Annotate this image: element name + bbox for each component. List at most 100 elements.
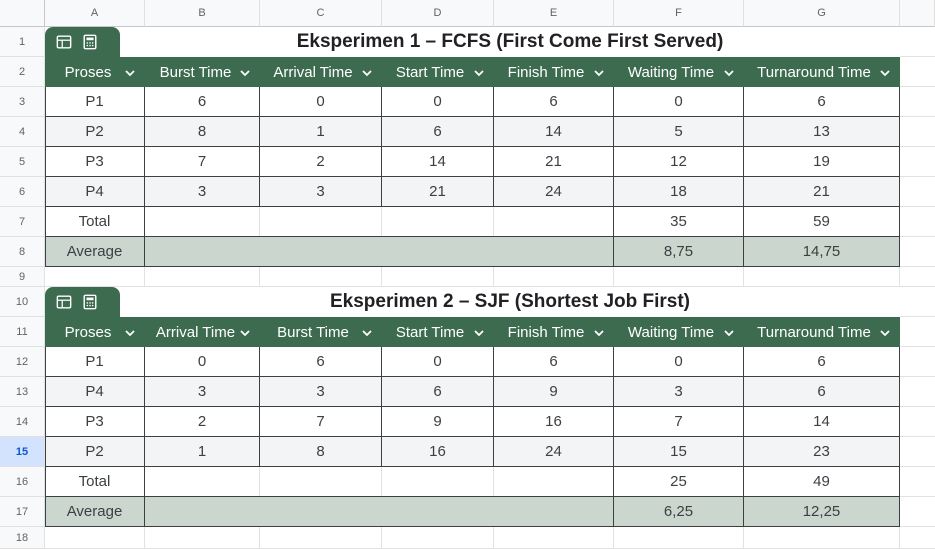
chevron-down-icon[interactable] — [124, 326, 136, 338]
total-turnaround-time[interactable]: 49 — [744, 467, 900, 497]
column-header-f[interactable]: F — [614, 0, 744, 27]
table-cell[interactable]: 14 — [382, 147, 494, 177]
average-label[interactable]: Average — [45, 237, 145, 267]
chevron-down-icon[interactable] — [473, 326, 485, 338]
table-cell[interactable]: 24 — [494, 437, 614, 467]
table-cell[interactable]: P1 — [45, 87, 145, 117]
table-cell[interactable]: 6 — [494, 347, 614, 377]
table-cell[interactable]: 0 — [260, 87, 382, 117]
column-header-cell[interactable]: Waiting Time — [614, 57, 744, 87]
table-cell[interactable]: P3 — [45, 147, 145, 177]
table-cell[interactable]: 2 — [145, 407, 260, 437]
calculator-icon[interactable] — [81, 293, 99, 311]
column-header-c[interactable]: C — [260, 0, 382, 27]
table-cell[interactable]: P2 — [45, 117, 145, 147]
row-header-7[interactable]: 7 — [0, 207, 45, 237]
table-cell[interactable]: 8 — [260, 437, 382, 467]
column-header-cell[interactable]: Finish Time — [494, 317, 614, 347]
average-merged-cell[interactable] — [145, 237, 614, 267]
chevron-down-icon[interactable] — [361, 66, 373, 78]
column-header-d[interactable]: D — [382, 0, 494, 27]
select-all-corner[interactable] — [0, 0, 45, 27]
table-cell[interactable]: 12 — [614, 147, 744, 177]
table-icon[interactable] — [55, 293, 73, 311]
chevron-down-icon[interactable] — [361, 326, 373, 338]
row-header-14[interactable]: 14 — [0, 407, 45, 437]
total-waiting-time[interactable]: 35 — [614, 207, 744, 237]
chevron-down-icon[interactable] — [723, 66, 735, 78]
row-header-18[interactable]: 18 — [0, 527, 45, 549]
table-cell[interactable]: 9 — [382, 407, 494, 437]
table-cell[interactable]: 24 — [494, 177, 614, 207]
table-cell[interactable]: P4 — [45, 377, 145, 407]
average-merged-cell[interactable] — [145, 497, 614, 527]
table-cell[interactable]: 0 — [382, 347, 494, 377]
table-cell[interactable]: 14 — [494, 117, 614, 147]
total-label[interactable]: Total — [45, 467, 145, 497]
column-header-cell[interactable]: Start Time — [382, 57, 494, 87]
table-cell[interactable]: 1 — [145, 437, 260, 467]
column-header-cell[interactable]: Arrival Time — [145, 317, 260, 347]
table-cell[interactable]: 16 — [382, 437, 494, 467]
chevron-down-icon[interactable] — [473, 66, 485, 78]
chevron-down-icon[interactable] — [239, 326, 251, 338]
total-turnaround-time[interactable]: 59 — [744, 207, 900, 237]
average-waiting-time[interactable]: 6,25 — [614, 497, 744, 527]
row-header-10[interactable]: 10 — [0, 287, 45, 317]
table-cell[interactable]: 1 — [260, 117, 382, 147]
column-header-cell[interactable]: Finish Time — [494, 57, 614, 87]
table-cell[interactable]: P4 — [45, 177, 145, 207]
column-header-cell[interactable]: Waiting Time — [614, 317, 744, 347]
table-cell[interactable]: 6 — [382, 117, 494, 147]
table-cell[interactable]: 3 — [145, 177, 260, 207]
chevron-down-icon[interactable] — [723, 326, 735, 338]
table-cell[interactable]: 3 — [260, 177, 382, 207]
row-header-8[interactable]: 8 — [0, 237, 45, 267]
table-cell[interactable]: 0 — [145, 347, 260, 377]
column-header-cell[interactable]: Turnaround Time — [744, 317, 900, 347]
column-header-g[interactable]: G — [744, 0, 900, 27]
table-cell[interactable]: 3 — [145, 377, 260, 407]
table-cell[interactable]: P3 — [45, 407, 145, 437]
table-cell[interactable]: 3 — [260, 377, 382, 407]
column-header-b[interactable]: B — [145, 0, 260, 27]
row-header-6[interactable]: 6 — [0, 177, 45, 207]
table-cell[interactable]: 8 — [145, 117, 260, 147]
table-cell[interactable]: 0 — [382, 87, 494, 117]
column-header-a[interactable]: A — [45, 0, 145, 27]
total-merged-cell[interactable] — [145, 467, 614, 497]
row-header-15[interactable]: 15 — [0, 437, 45, 467]
total-merged-cell[interactable] — [145, 207, 614, 237]
table-cell[interactable]: 14 — [744, 407, 900, 437]
table-cell[interactable]: 6 — [744, 347, 900, 377]
chevron-down-icon[interactable] — [879, 326, 891, 338]
table-cell[interactable]: 6 — [260, 347, 382, 377]
row-header-1[interactable]: 1 — [0, 27, 45, 57]
table-cell[interactable]: 15 — [614, 437, 744, 467]
total-waiting-time[interactable]: 25 — [614, 467, 744, 497]
total-label[interactable]: Total — [45, 207, 145, 237]
row-header-17[interactable]: 17 — [0, 497, 45, 527]
row-header-13[interactable]: 13 — [0, 377, 45, 407]
table-cell[interactable]: 6 — [744, 377, 900, 407]
table-cell[interactable]: 6 — [145, 87, 260, 117]
table-cell[interactable]: 16 — [494, 407, 614, 437]
column-header-cell[interactable]: Arrival Time — [260, 57, 382, 87]
chevron-down-icon[interactable] — [124, 66, 136, 78]
table-cell[interactable]: 0 — [614, 347, 744, 377]
table-cell[interactable]: 5 — [614, 117, 744, 147]
chevron-down-icon[interactable] — [593, 326, 605, 338]
row-header-2[interactable]: 2 — [0, 57, 45, 87]
average-waiting-time[interactable]: 8,75 — [614, 237, 744, 267]
chevron-down-icon[interactable] — [879, 66, 891, 78]
column-header-e[interactable]: E — [494, 0, 614, 27]
table-cell[interactable]: 2 — [260, 147, 382, 177]
row-header-9[interactable]: 9 — [0, 267, 45, 287]
table-cell[interactable]: 3 — [614, 377, 744, 407]
column-header-cell[interactable]: Burst Time — [145, 57, 260, 87]
chevron-down-icon[interactable] — [593, 66, 605, 78]
table-cell[interactable]: P1 — [45, 347, 145, 377]
row-header-4[interactable]: 4 — [0, 117, 45, 147]
table-cell[interactable]: 18 — [614, 177, 744, 207]
row-header-5[interactable]: 5 — [0, 147, 45, 177]
